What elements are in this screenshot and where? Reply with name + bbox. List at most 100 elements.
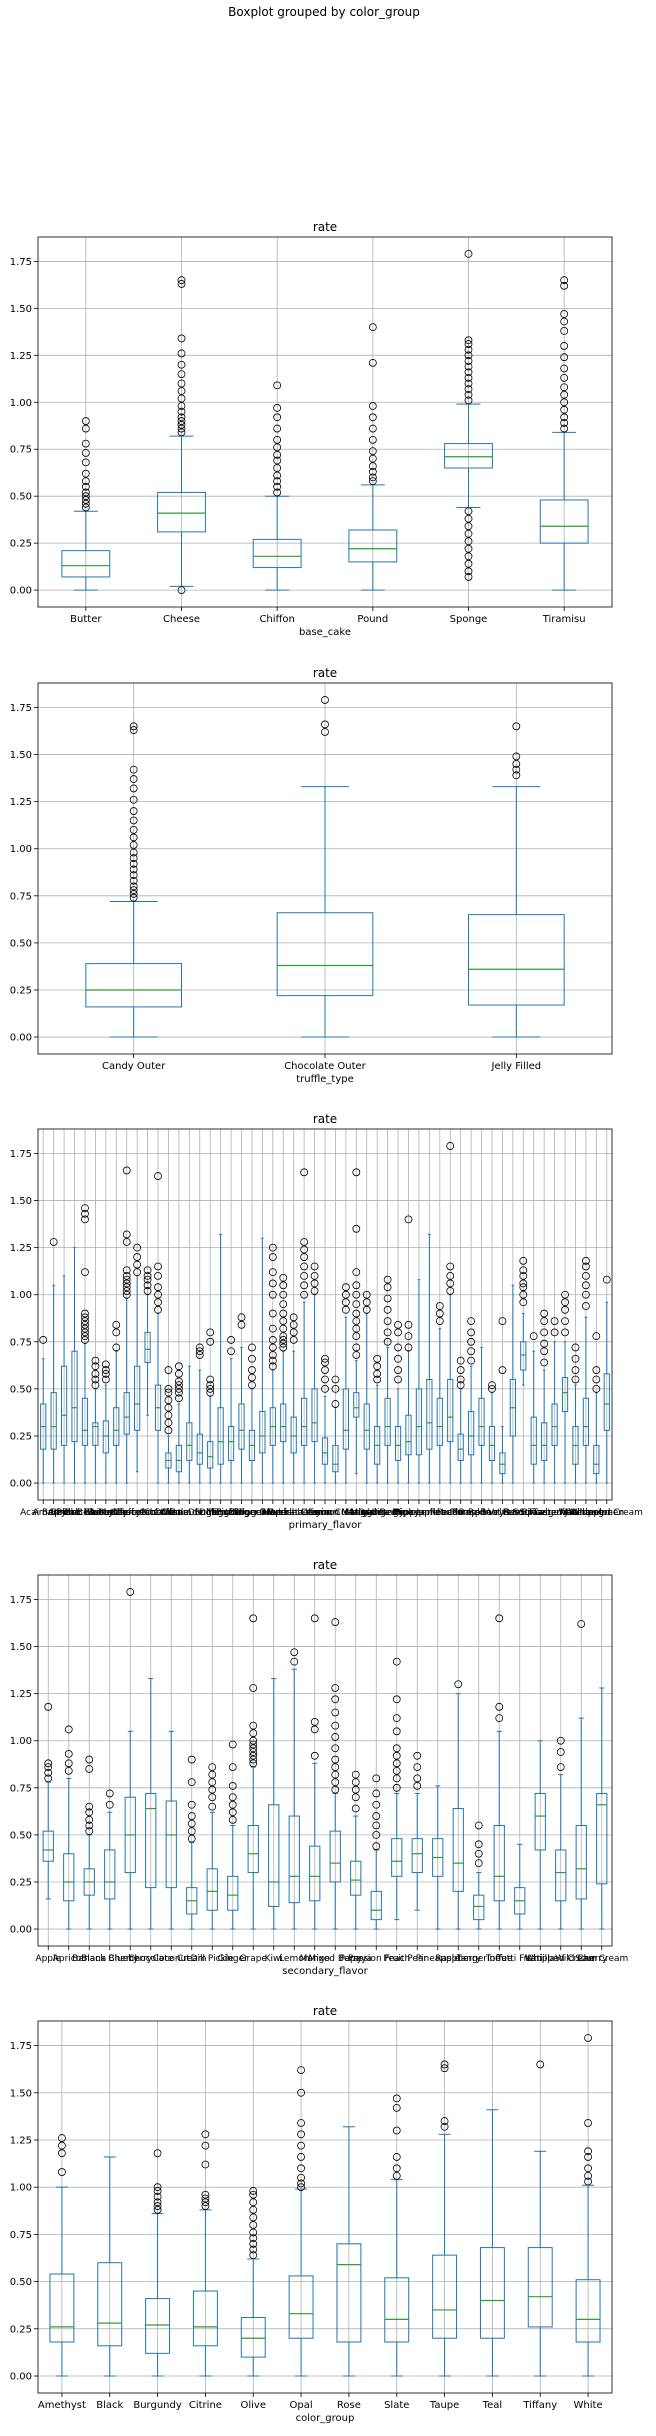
outlier-point — [143, 1275, 152, 1284]
outlier-point — [383, 1283, 392, 1292]
outlier-point — [174, 1394, 183, 1403]
outlier-point — [164, 1403, 173, 1412]
box-ginger — [227, 1875, 239, 1911]
outlier-point — [440, 2060, 449, 2069]
outlier-point — [464, 522, 473, 531]
outlier-point — [467, 1337, 476, 1346]
outlier-point — [560, 383, 569, 392]
outlier-point — [464, 396, 473, 405]
x-tick-label: Doughnut — [188, 1508, 233, 1518]
outlier-point — [177, 360, 186, 369]
outlier-point — [467, 1347, 476, 1356]
outlier-point — [351, 1770, 360, 1779]
outlier-point — [177, 420, 186, 429]
outlier-point — [372, 1789, 381, 1798]
outlier-point — [249, 1748, 258, 1756]
outlier-point — [39, 1336, 48, 1344]
outlier-point — [560, 398, 569, 407]
outlier-point — [143, 1287, 152, 1295]
outlier-point — [81, 1268, 89, 1277]
outlier-point — [331, 1684, 340, 1692]
outlier-point — [85, 1821, 94, 1830]
outlier-point — [208, 1778, 217, 1787]
outlier-point — [352, 1300, 361, 1309]
outlier-point — [129, 886, 138, 895]
box-whipped-cream — [555, 1849, 567, 1902]
outlier-point — [268, 1362, 277, 1371]
outlier-point — [164, 1396, 173, 1405]
outlier-point — [279, 1300, 288, 1309]
box-pear — [411, 1838, 423, 1874]
outlier-point — [519, 1271, 528, 1280]
outlier-point — [392, 2164, 401, 2173]
box-raspberry — [452, 1808, 464, 1892]
x-axis-label: color_group — [296, 2413, 355, 2424]
x-tick-label: Irish Cream — [278, 1508, 330, 1518]
outlier-point — [300, 1262, 309, 1271]
outlier-point — [129, 816, 138, 825]
outlier-point — [392, 2094, 401, 2103]
x-tick-label: Blueberry — [108, 1954, 152, 1964]
outlier-point — [268, 1351, 277, 1359]
outlier-point — [228, 1782, 237, 1790]
outlier-point — [456, 1356, 465, 1365]
y-tick-label: 0.75 — [10, 2230, 32, 2241]
outlier-point — [227, 1336, 235, 1344]
outlier-point — [351, 1793, 360, 1802]
box-ginger-beer — [259, 1410, 266, 1454]
outlier-point — [519, 1298, 528, 1307]
outlier-point — [310, 1717, 319, 1726]
y-tick-label: 0.25 — [10, 1431, 32, 1442]
x-tick-label: Mixed Berry — [308, 1954, 362, 1964]
box-pecan — [447, 1378, 454, 1443]
box-opal — [288, 2275, 314, 2339]
outlier-point — [249, 2239, 258, 2248]
box-passion-fruit — [370, 1890, 382, 1921]
x-tick-label: White — [574, 2400, 603, 2411]
outlier-point — [331, 1763, 340, 1771]
y-tick-label: 0.50 — [10, 492, 32, 503]
outlier-point — [310, 1614, 319, 1623]
outlier-point — [331, 1733, 340, 1741]
outlier-point — [279, 1324, 288, 1333]
outlier-point — [372, 1774, 381, 1783]
outlier-point — [540, 1317, 549, 1325]
outlier-point — [383, 1328, 392, 1337]
x-tick-label: Pear — [430, 1508, 450, 1518]
outlier-point — [383, 1294, 392, 1303]
outlier-point — [129, 859, 138, 868]
outlier-point — [187, 1812, 196, 1820]
outlier-point — [413, 1763, 422, 1771]
outlier-point — [289, 1313, 298, 1322]
x-tick-label: Candy Outer — [102, 1061, 166, 1072]
outlier-point — [362, 1290, 371, 1299]
box-amethyst — [49, 2273, 75, 2343]
outlier-point — [248, 1366, 256, 1374]
outlier-point — [126, 1588, 135, 1596]
outlier-point — [435, 1302, 444, 1310]
box-butter — [61, 550, 111, 578]
outlier-point — [464, 385, 473, 394]
outlier-point — [464, 368, 473, 377]
outlier-point — [592, 1366, 601, 1374]
outlier-point — [512, 760, 521, 768]
x-tick-label: Teal — [482, 2400, 502, 2411]
outlier-point — [177, 276, 186, 285]
outlier-point — [310, 1279, 319, 1288]
outlier-point — [383, 1337, 392, 1346]
outlier-point — [129, 765, 138, 774]
outlier-point — [341, 1305, 350, 1314]
outlier-point — [105, 1800, 114, 1809]
outlier-point — [383, 1305, 392, 1314]
x-tick-label: Mixed Berry — [350, 1508, 404, 1518]
outlier-point — [177, 280, 186, 288]
outlier-point — [187, 1834, 196, 1843]
outlier-point — [297, 2066, 305, 2074]
outlier-point — [122, 1166, 131, 1175]
outlier-point — [249, 1759, 258, 1768]
outlier-point — [129, 807, 138, 815]
outlier-point — [91, 1369, 100, 1378]
outlier-point — [560, 390, 569, 399]
outlier-point — [584, 2164, 592, 2173]
outlier-point — [268, 1336, 277, 1344]
